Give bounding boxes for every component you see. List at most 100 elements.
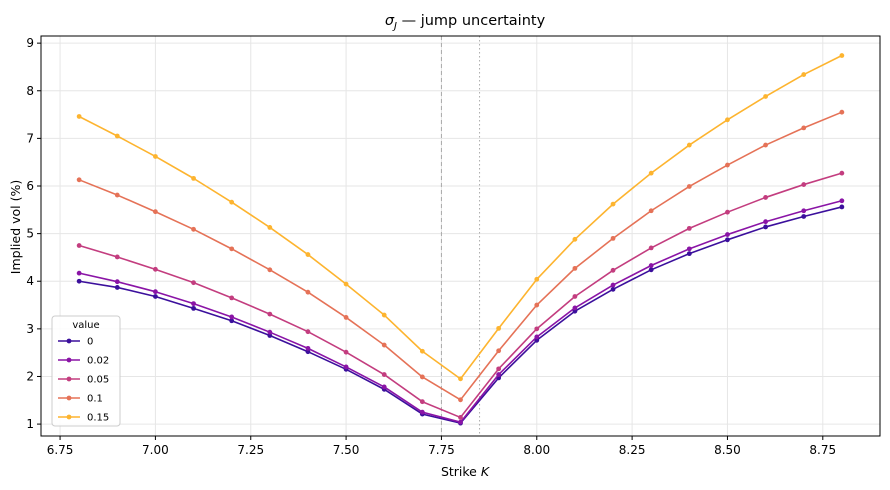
data-point xyxy=(267,311,273,317)
data-point xyxy=(801,72,807,77)
data-point xyxy=(763,219,768,225)
y-tick-label: 7 xyxy=(26,131,34,145)
y-axis: 1 2 3 4 5 6 7 8 9 xyxy=(26,36,41,431)
data-point xyxy=(419,374,425,380)
data-point xyxy=(381,372,387,377)
legend: value 0 0.02 0.05 0.1 0.15 xyxy=(51,315,121,427)
data-point xyxy=(610,235,616,241)
data-point xyxy=(114,133,120,139)
data-point xyxy=(419,348,425,354)
data-point xyxy=(267,333,273,338)
data-point xyxy=(572,305,578,311)
y-tick-label: 1 xyxy=(26,417,34,431)
data-point xyxy=(610,282,616,288)
legend-marker xyxy=(66,376,72,382)
legend-marker xyxy=(66,357,72,363)
x-tick-label: 7.00 xyxy=(142,443,169,457)
legend-item-0.05: 0.05 xyxy=(58,375,109,386)
data-point xyxy=(648,263,654,268)
data-point xyxy=(686,246,692,252)
data-point xyxy=(801,208,807,214)
plot-frame xyxy=(40,35,881,437)
data-point xyxy=(267,267,273,273)
series-0 xyxy=(76,204,845,426)
data-point xyxy=(458,376,463,382)
data-point xyxy=(267,225,273,230)
data-point xyxy=(801,125,807,131)
legend-item-0.1: 0.1 xyxy=(58,394,103,405)
data-point xyxy=(763,142,768,148)
data-point xyxy=(229,199,235,205)
legend-item-0.15: 0.15 xyxy=(58,413,109,424)
legend-marker xyxy=(66,414,72,420)
reference-lines xyxy=(440,36,481,436)
series-0.05 xyxy=(76,170,845,420)
data-point xyxy=(686,251,692,257)
data-point xyxy=(725,237,730,243)
legend-marker xyxy=(66,395,72,401)
data-point xyxy=(725,209,730,215)
data-point xyxy=(229,295,235,301)
chart-title: σJ — jump uncertainty xyxy=(385,13,546,32)
data-point xyxy=(381,312,387,318)
data-point xyxy=(534,334,540,340)
legend-marker xyxy=(66,338,72,344)
data-point xyxy=(839,53,845,58)
data-point xyxy=(343,364,349,370)
data-point xyxy=(305,349,311,355)
y-tick-label: 9 xyxy=(26,36,34,50)
grid xyxy=(41,36,880,436)
data-point xyxy=(76,114,82,119)
data-point xyxy=(153,266,158,272)
y-axis-label: Implied vol (%) xyxy=(8,180,23,274)
data-point xyxy=(534,326,540,332)
data-point xyxy=(496,348,502,354)
data-point xyxy=(381,384,387,390)
y-tick-label: 6 xyxy=(26,179,34,193)
legend-label: 0.1 xyxy=(87,394,103,405)
series-0.1 xyxy=(76,109,845,403)
data-point xyxy=(76,243,82,248)
data-point xyxy=(229,318,235,324)
data-point xyxy=(229,246,235,252)
legend-label: 0.05 xyxy=(87,375,109,386)
data-point xyxy=(572,308,578,314)
data-point xyxy=(153,209,158,215)
y-tick-label: 8 xyxy=(26,84,34,98)
data-point xyxy=(114,254,120,260)
data-point xyxy=(686,184,692,189)
data-point xyxy=(839,109,845,115)
data-point xyxy=(686,225,692,231)
legend-label: 0.02 xyxy=(87,356,109,367)
data-point xyxy=(191,226,196,232)
data-point xyxy=(725,232,730,237)
data-point xyxy=(610,267,616,273)
data-point xyxy=(839,198,845,204)
data-point xyxy=(610,201,616,207)
data-point xyxy=(343,349,349,355)
data-point xyxy=(839,204,845,210)
y-tick-label: 4 xyxy=(26,274,34,288)
data-point xyxy=(76,278,82,284)
x-tick-label: 7.25 xyxy=(237,443,264,457)
data-point xyxy=(496,366,502,372)
x-axis: 6.75 7.00 7.25 7.50 7.75 8.00 8.25 8.50 8.75 xyxy=(47,436,836,457)
data-point xyxy=(305,289,311,295)
data-point xyxy=(305,252,311,257)
data-point xyxy=(763,224,768,230)
data-point xyxy=(191,305,196,311)
data-point xyxy=(381,342,387,348)
y-tick-label: 2 xyxy=(26,369,34,383)
data-point xyxy=(153,294,158,299)
legend-label: 0 xyxy=(87,337,93,348)
series-layer xyxy=(76,53,845,426)
data-point xyxy=(534,276,540,282)
series-0.15 xyxy=(76,53,845,382)
data-point xyxy=(801,214,807,219)
data-point xyxy=(153,154,158,159)
data-point xyxy=(343,281,349,287)
x-tick-label: 6.75 xyxy=(47,443,74,457)
x-tick-label: 8.50 xyxy=(714,443,741,457)
data-point xyxy=(534,302,540,308)
